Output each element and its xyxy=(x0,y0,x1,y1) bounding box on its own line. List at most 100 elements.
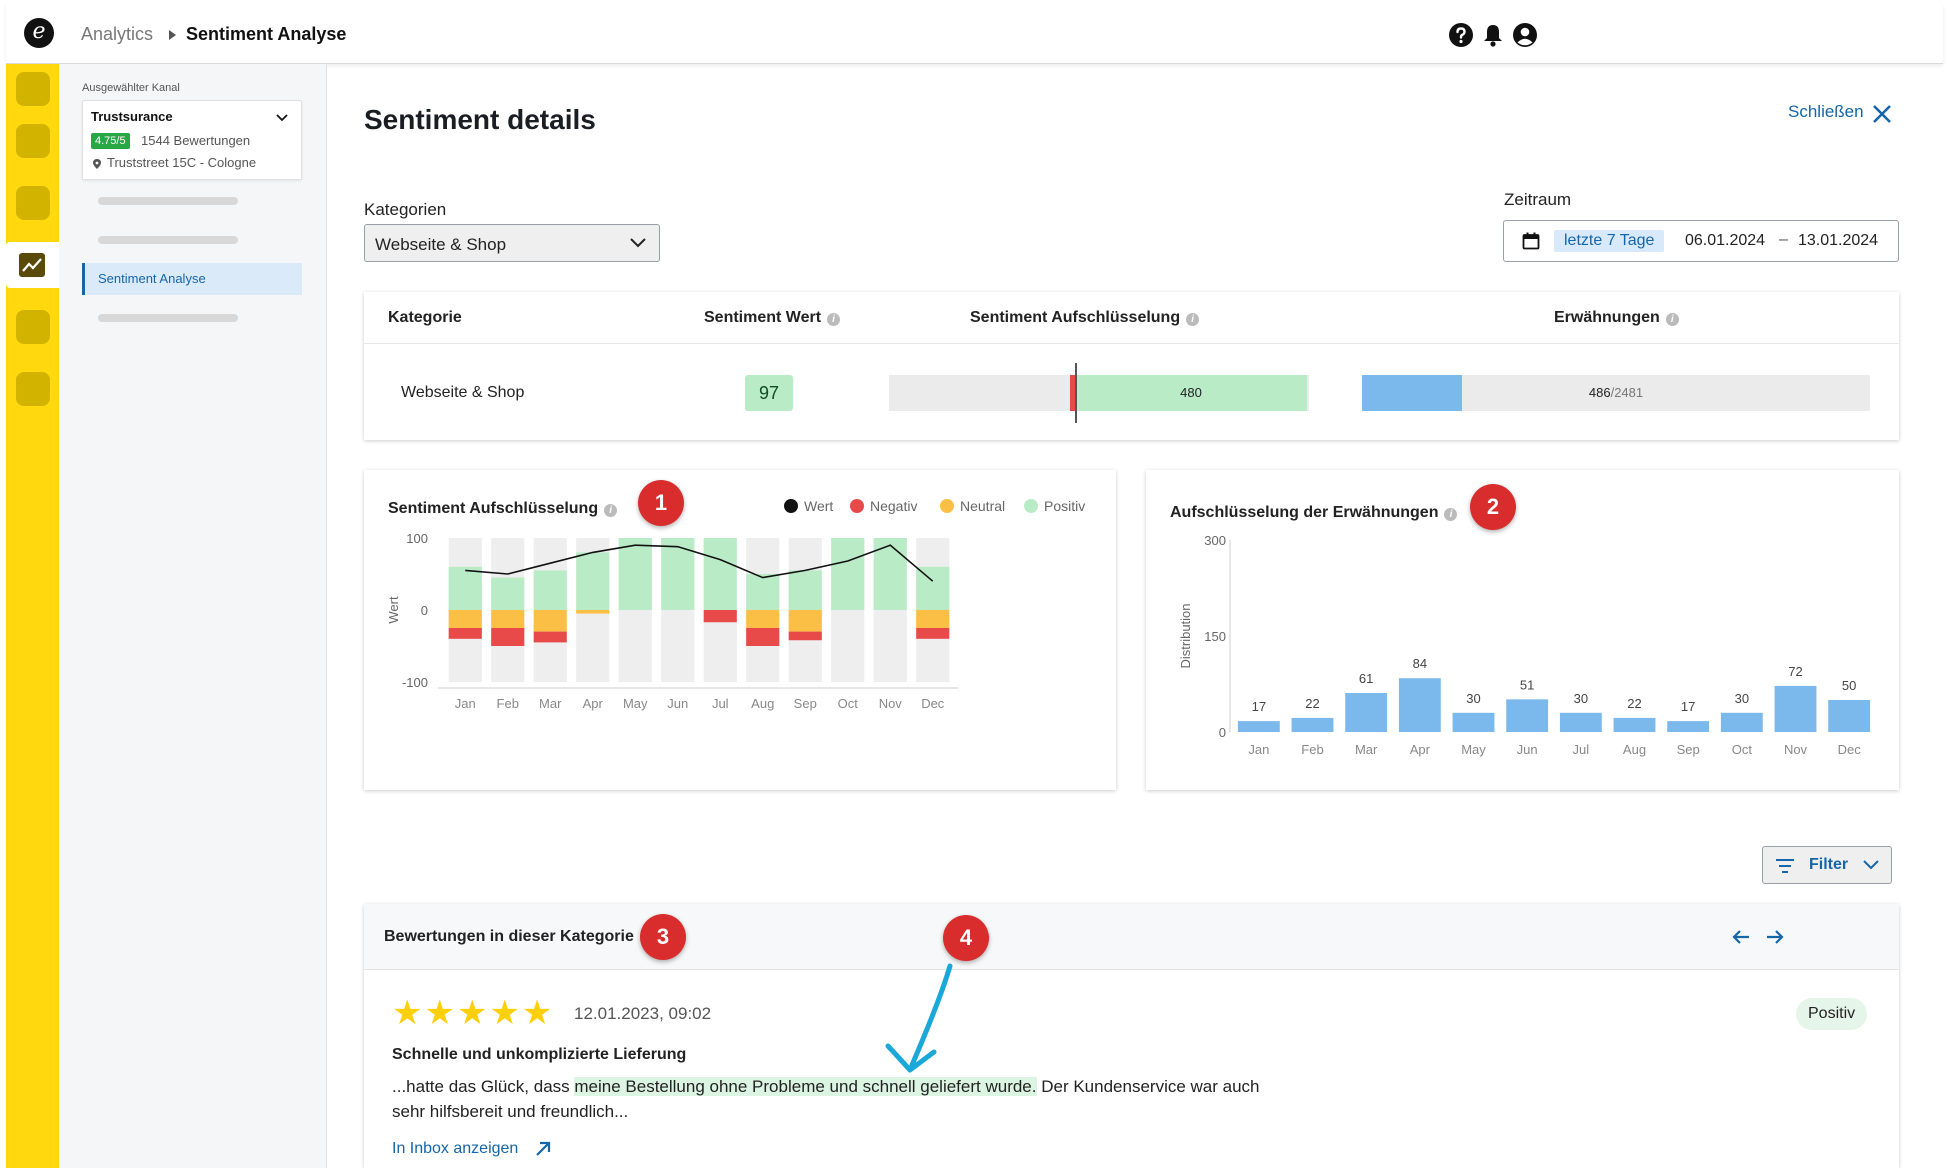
date-from[interactable]: 06.01.2024 xyxy=(1685,232,1766,249)
x-tick-label: Jun xyxy=(667,696,688,711)
info-icon[interactable]: i xyxy=(827,313,841,326)
bar-negative xyxy=(533,631,567,643)
legend-item[interactable]: Positiv xyxy=(1024,498,1085,514)
arrow-left-icon[interactable] xyxy=(1730,926,1752,948)
info-icon[interactable]: i xyxy=(604,504,618,517)
data-label: 51 xyxy=(1520,677,1534,692)
mentions-bar: 486/2481 xyxy=(1362,375,1870,411)
sidebar-item-label: Sentiment Analyse xyxy=(98,271,206,286)
bar-neutral xyxy=(576,610,610,614)
mentions-fill xyxy=(1362,375,1462,411)
mentions-chart: 300 150 0 Distribution 17 Jan 22 Feb 61 Mar 84 Apr 3… xyxy=(1178,533,1871,757)
x-tick-label: Feb xyxy=(1301,742,1323,757)
rail-item-1[interactable] xyxy=(16,72,50,106)
legend-dot-icon xyxy=(850,499,864,513)
rail-item-5[interactable] xyxy=(16,310,50,344)
info-icon[interactable]: i xyxy=(1186,313,1200,326)
y-tick-label: 100 xyxy=(406,531,428,546)
rail-item-analytics[interactable] xyxy=(6,242,59,288)
bar-positive xyxy=(491,577,525,610)
filter-label: Filter xyxy=(1809,856,1849,873)
bar-positive xyxy=(576,552,610,610)
close-icon[interactable] xyxy=(1872,104,1892,124)
breadcrumb-analytics[interactable]: Analytics xyxy=(81,24,154,44)
data-label: 22 xyxy=(1627,696,1641,711)
rail-item-6[interactable] xyxy=(16,372,50,406)
header-category: Kategorie xyxy=(388,309,462,326)
app-logo[interactable]: e xyxy=(24,18,54,48)
reviews-header: Bewertungen in dieser Kategorie 3 xyxy=(364,904,1899,970)
sentiment-badge: Positiv xyxy=(1796,998,1868,1030)
date-range-picker[interactable]: letzte 7 Tage 06.01.2024 – 13.01.2024 xyxy=(1503,220,1899,262)
x-tick-label: Nov xyxy=(879,696,903,711)
calendar-icon xyxy=(1522,232,1540,250)
channel-selector[interactable]: Trustsurance 4.75/5 1544 Bewertungen Tru… xyxy=(82,100,302,180)
chart-title: Sentiment Aufschlüsselung i xyxy=(388,500,618,518)
chart-title: Aufschlüsselung der Erwähnungen i xyxy=(1170,504,1458,522)
bar xyxy=(1667,721,1710,732)
category-select[interactable]: Webseite & Shop xyxy=(364,224,660,262)
account-icon[interactable] xyxy=(1512,22,1538,48)
sidebar-item-placeholder[interactable] xyxy=(98,314,238,322)
category-select-value: Webseite & Shop xyxy=(375,235,507,254)
x-tick-label: Jan xyxy=(455,696,476,711)
sidebar-item-sentiment-analyse[interactable]: Sentiment Analyse xyxy=(82,263,302,295)
x-tick-label: Dec xyxy=(921,696,945,711)
reviews-title: Bewertungen in dieser Kategorie xyxy=(384,928,634,945)
summary-table: Kategorie Sentiment Wert i Sentiment Aufs… xyxy=(364,292,1899,440)
x-tick-label: Aug xyxy=(1623,742,1646,757)
value-line xyxy=(465,544,934,582)
bar-positive xyxy=(746,574,780,610)
sidebar-item-placeholder[interactable] xyxy=(98,236,238,244)
annotation-arrow-icon xyxy=(885,963,953,1073)
y-axis-label: Wert xyxy=(386,596,401,624)
bell-icon[interactable] xyxy=(1480,22,1506,48)
bar xyxy=(1398,678,1441,732)
legend-item[interactable]: Negativ xyxy=(850,498,917,514)
data-label: 61 xyxy=(1359,671,1373,686)
y-tick-label: 0 xyxy=(1219,725,1226,740)
header-breakdown: Sentiment Aufschlüsselung i xyxy=(970,309,1200,327)
rail-item-3[interactable] xyxy=(16,186,50,220)
arrow-right-icon[interactable] xyxy=(1764,926,1786,948)
row-category: Webseite & Shop xyxy=(401,384,525,401)
info-icon[interactable]: i xyxy=(1444,508,1458,521)
channel-name: Trustsurance xyxy=(91,109,173,124)
close-button[interactable]: Schließen xyxy=(1788,102,1864,121)
x-tick-label: Mar xyxy=(1355,742,1378,757)
x-tick-label: Jun xyxy=(1517,742,1538,757)
period-chip[interactable]: letzte 7 Tage xyxy=(1554,230,1665,252)
review-text: ...hatte das Glück, dass meine Bestellun… xyxy=(392,1077,1260,1121)
date-to[interactable]: 13.01.2024 xyxy=(1798,232,1879,249)
legend-item[interactable]: Wert xyxy=(784,498,833,514)
filter-button[interactable]: Filter xyxy=(1762,846,1892,884)
help-icon[interactable] xyxy=(1448,22,1474,48)
sentiment-breakdown-card: Sentiment Aufschlüsselung i 1 Wert Negati… xyxy=(364,470,1116,790)
bar-negative xyxy=(788,631,822,641)
mentions-label: 486/2481 xyxy=(1588,385,1644,400)
header-mentions: Erwähnungen i xyxy=(1554,309,1679,327)
data-label: 84 xyxy=(1413,656,1427,671)
bar-neutral xyxy=(746,610,780,628)
bar xyxy=(1720,712,1763,732)
y-axis-label: Distribution xyxy=(1178,603,1193,668)
period-label: Zeitraum xyxy=(1504,190,1572,209)
external-link-icon[interactable] xyxy=(534,1140,552,1158)
rating-badge: 4.75/5 xyxy=(91,133,130,149)
rail-item-2[interactable] xyxy=(16,124,50,158)
legend-dot-icon xyxy=(784,499,798,513)
open-in-inbox-link[interactable]: In Inbox anzeigen xyxy=(392,1140,519,1157)
annotation-marker-4: 4 xyxy=(943,915,989,961)
bar-neutral xyxy=(491,610,525,628)
info-icon[interactable]: i xyxy=(1665,313,1679,326)
legend-item[interactable]: Neutral xyxy=(940,498,1005,514)
bar xyxy=(1237,721,1280,732)
x-tick-label: Sep xyxy=(794,696,817,711)
bar-negative xyxy=(448,628,482,639)
channel-label: Ausgewählter Kanal xyxy=(82,82,180,94)
annotation-marker-2: 2 xyxy=(1470,484,1516,530)
bar-negative xyxy=(746,628,780,646)
chevron-down-icon xyxy=(276,114,288,122)
data-label: 50 xyxy=(1842,678,1856,693)
sidebar-item-placeholder[interactable] xyxy=(98,197,238,205)
